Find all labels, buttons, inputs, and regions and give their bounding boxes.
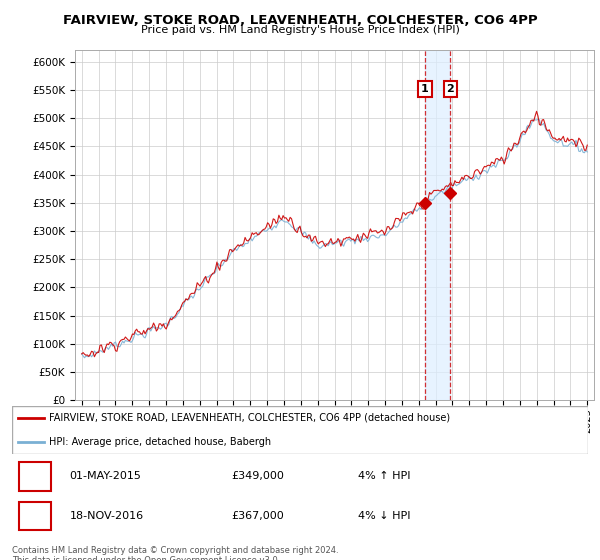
Bar (425, 50, 451, 400)
FancyBboxPatch shape (19, 463, 50, 491)
Text: 1: 1 (421, 84, 429, 94)
Text: Contains HM Land Registry data © Crown copyright and database right 2024.
This d: Contains HM Land Registry data © Crown c… (12, 546, 338, 560)
Text: Price paid vs. HM Land Registry's House Price Index (HPI): Price paid vs. HM Land Registry's House … (140, 25, 460, 35)
Text: 4% ↑ HPI: 4% ↑ HPI (358, 472, 410, 482)
Text: 01-MAY-2015: 01-MAY-2015 (70, 472, 142, 482)
Text: £349,000: £349,000 (231, 472, 284, 482)
FancyBboxPatch shape (12, 406, 588, 454)
Text: HPI: Average price, detached house, Babergh: HPI: Average price, detached house, Babe… (49, 437, 272, 447)
Text: FAIRVIEW, STOKE ROAD, LEAVENHEATH, COLCHESTER, CO6 4PP (detached house): FAIRVIEW, STOKE ROAD, LEAVENHEATH, COLCH… (49, 413, 451, 423)
Text: FAIRVIEW, STOKE ROAD, LEAVENHEATH, COLCHESTER, CO6 4PP: FAIRVIEW, STOKE ROAD, LEAVENHEATH, COLCH… (62, 14, 538, 27)
Text: 2: 2 (446, 84, 454, 94)
Text: £367,000: £367,000 (231, 511, 284, 521)
Text: 2: 2 (31, 511, 39, 521)
Text: 18-NOV-2016: 18-NOV-2016 (70, 511, 144, 521)
FancyBboxPatch shape (19, 502, 50, 530)
Text: 4% ↓ HPI: 4% ↓ HPI (358, 511, 410, 521)
Text: 1: 1 (31, 472, 39, 482)
